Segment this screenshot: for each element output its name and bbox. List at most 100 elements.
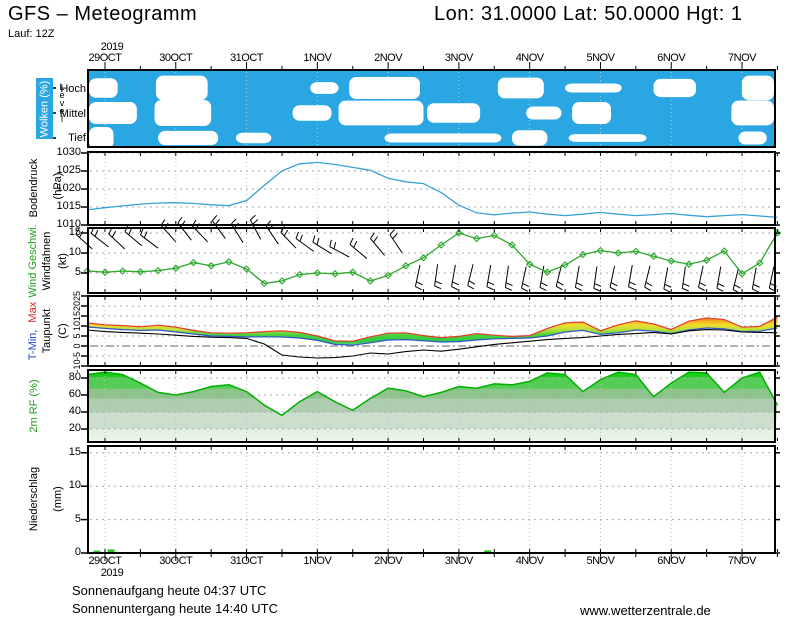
cloud-blob-mittel — [731, 100, 774, 126]
cloud-blob-tief — [738, 131, 767, 145]
date-label-bottom: 4NOV — [515, 555, 544, 567]
cloud-blob-mittel — [89, 101, 137, 125]
cloud-blob-mittel — [427, 103, 481, 123]
cloud-blob-hoch — [497, 77, 544, 99]
clouds-axis-title: Wolken (%) — [36, 78, 53, 139]
year-label-top: 2019 — [100, 41, 124, 53]
date-label-bottom: 7NOV — [728, 555, 756, 567]
temp-min-label: T-Min, — [27, 329, 39, 361]
temp-tick-label: 15 — [72, 310, 82, 322]
date-label-bottom: 6NOV — [657, 555, 686, 567]
temp-axis-unit: (C) — [57, 323, 69, 339]
cloud-row-hoch: Hoch — [60, 83, 86, 95]
date-label-top: 6NOV — [657, 52, 686, 64]
date-label-bottom: 2NOV — [374, 555, 403, 567]
wind-tick-label: 5 — [74, 266, 81, 278]
precip-bar — [484, 550, 492, 553]
date-label-top: 7NOV — [728, 52, 756, 64]
cloud-blob-tief — [384, 133, 502, 143]
wind-speed-line — [87, 232, 778, 285]
date-label-top: 30OCT — [159, 52, 193, 64]
date-label-top: 3NOV — [444, 52, 473, 64]
page-title: GFS – Meteogramm — [8, 3, 198, 25]
run-label: Lauf: 12Z — [8, 28, 55, 40]
temp-max-label: Max — [27, 301, 39, 323]
clouds-axis-title-text: Wolken (%) — [38, 80, 51, 137]
coordinates-label: Lon: 31.0000 Lat: 50.0000 Hgt: 1 — [434, 3, 743, 25]
pressure-tick-label: 1025 — [56, 164, 81, 176]
precip-tick-label: 0 — [74, 546, 81, 558]
sunset-label: Sonnenuntergang heute 14:40 UTC — [72, 601, 278, 616]
cloud-blob-hoch — [565, 83, 622, 93]
cloud-blob-hoch — [742, 75, 774, 101]
date-label-top: 5NOV — [586, 52, 615, 64]
date-label-top: 1NOV — [303, 52, 332, 64]
temp-tick-label: 25 — [72, 290, 82, 302]
temp-tick-label: -10 — [72, 359, 82, 373]
tmin-line — [87, 326, 778, 346]
temp-tick-label: -5 — [72, 351, 82, 361]
date-label-top: 4NOV — [515, 52, 544, 64]
dewpoint-label: Taupunkt — [41, 308, 53, 354]
temp-band — [87, 317, 778, 346]
website-label: www.wetterzentrale.de — [580, 603, 711, 618]
cloud-blob-tief — [511, 130, 548, 146]
cloud-blob-mittel — [338, 100, 424, 126]
tmax-line — [87, 316, 778, 342]
temp-tick-label: 5 — [72, 333, 82, 339]
humidity-tick-label: 60 — [68, 388, 81, 400]
wind-axis-title2: Windfahnen — [41, 231, 53, 291]
cloud-blob-mittel — [292, 105, 332, 121]
cloud-row-tief: Tief — [68, 132, 86, 144]
date-label-bottom: 31OCT — [230, 555, 264, 567]
temp-axis-title: T-Min, Max — [27, 302, 39, 360]
humidity-tick-label: 40 — [68, 405, 81, 417]
cloud-row-mittel: Mittel — [59, 108, 86, 120]
pressure-tick-label: 1015 — [56, 200, 81, 212]
cloud-blob-mittel — [526, 106, 562, 120]
pressure-tick-label: 1010 — [56, 218, 81, 230]
humidity-area — [87, 372, 778, 441]
cloud-blob-mittel — [154, 100, 212, 126]
cloud-blob-hoch — [89, 78, 118, 98]
pressure-tick-label: 1030 — [56, 146, 81, 158]
precip-bar — [93, 550, 101, 553]
precip-tick-label: 15 — [68, 445, 81, 458]
humidity-tick-label: 80 — [68, 371, 81, 383]
date-label-top: 29OCT — [88, 52, 122, 64]
pressure-line — [87, 161, 778, 219]
year-label-bottom: 2019 — [100, 567, 124, 579]
cloud-blob-tief — [235, 132, 272, 144]
pressure-tick-label: 1020 — [56, 182, 81, 194]
date-label-bottom: 1NOV — [303, 555, 332, 567]
cloud-blob-hoch — [310, 82, 339, 94]
cloud-blob-tief — [89, 126, 114, 150]
date-label-top: 31OCT — [230, 52, 264, 64]
cloud-blob-hoch — [653, 78, 697, 98]
humidity-tick-label: 20 — [68, 422, 81, 434]
sunrise-label: Sonnenaufgang heute 04:37 UTC — [72, 583, 267, 598]
date-label-top: 2NOV — [374, 52, 403, 64]
precip-tick-label: 10 — [68, 479, 81, 492]
cloud-blob-tief — [568, 134, 647, 142]
cloud-blob-hoch — [155, 75, 208, 101]
wind-tick-label: 15 — [68, 226, 81, 238]
temp-tick-label: 10 — [72, 320, 82, 332]
wind-tick-label: 10 — [68, 246, 81, 258]
date-label-bottom: 29OCT — [88, 555, 122, 567]
temp-tick-label: 20 — [72, 300, 82, 312]
level-label: Level — [57, 82, 67, 122]
humidity-line — [87, 371, 779, 417]
cloud-blob-hoch — [349, 76, 420, 100]
precip-bar — [107, 549, 115, 553]
cloud-blob-mittel — [572, 101, 612, 125]
cloud-blob-tief — [158, 130, 219, 146]
precip-tick-label: 5 — [74, 512, 81, 525]
date-label-bottom: 3NOV — [444, 555, 473, 567]
dewpoint-line — [87, 329, 778, 359]
date-label-bottom: 30OCT — [159, 555, 193, 567]
temp-tick-label: 0 — [72, 343, 82, 349]
date-label-bottom: 5NOV — [586, 555, 615, 567]
